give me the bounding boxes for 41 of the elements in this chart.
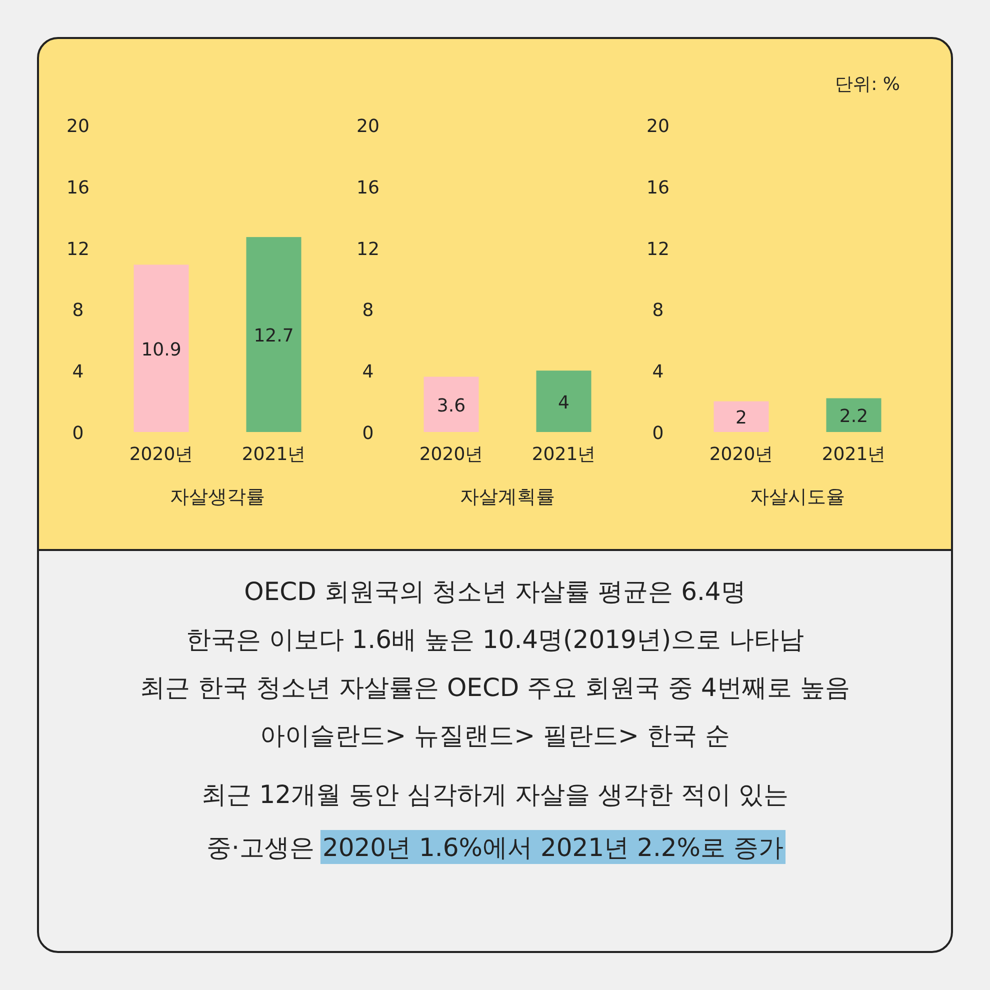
- y-tick-label: 16: [646, 177, 670, 198]
- data-label: 3.6: [436, 395, 466, 416]
- x-tick-label: 2020년: [709, 444, 774, 465]
- y-tick-label: 20: [66, 116, 90, 137]
- y-tick-label: 0: [72, 423, 84, 444]
- y-tick-label: 20: [356, 116, 380, 137]
- x-axis-title: 자살시도율: [750, 486, 845, 508]
- text: 최근 한국 청소년 자살률은 OECD 주요 회원국 중 4번째로 높음: [140, 673, 850, 702]
- y-tick-label: 8: [362, 300, 374, 322]
- data-label: 12.7: [254, 326, 294, 347]
- data-label: 2: [736, 408, 747, 429]
- y-tick-label: 0: [362, 423, 374, 444]
- y-tick-label: 12: [646, 238, 670, 260]
- y-tick-label: 0: [652, 423, 664, 444]
- y-tick-label: 20: [646, 116, 670, 137]
- x-axis-title: 자살생각률: [170, 486, 265, 508]
- y-tick-label: 4: [652, 362, 664, 383]
- text: 아이슬란드> 뉴질랜드> 필란드> 한국 순: [260, 721, 730, 750]
- y-tick-label: 4: [362, 362, 374, 383]
- data-label: 4: [558, 392, 570, 414]
- y-tick-label: 12: [356, 238, 380, 260]
- y-tick-label: 8: [652, 300, 664, 322]
- y-tick-label: 12: [66, 238, 90, 260]
- text: 2020년 1.6%에서 2021년 2.2%로 증가: [322, 833, 784, 862]
- text: 최근 12개월 동안 심각하게 자살을 생각한 적이 있는: [201, 780, 789, 809]
- y-tick-label: 16: [66, 177, 90, 198]
- text: 단위: %: [835, 74, 900, 95]
- x-tick-label: 2020년: [419, 444, 484, 465]
- text: OECD 회원국의 청소년 자살률 평균은 6.4명: [244, 577, 746, 606]
- x-tick-label: 2021년: [242, 444, 306, 465]
- text: 한국은 이보다 1.6배 높은 10.4명(2019년)으로 나타남: [186, 625, 804, 654]
- x-tick-label: 2020년: [129, 444, 194, 465]
- x-tick-label: 2021년: [822, 444, 886, 465]
- y-tick-label: 4: [72, 362, 84, 383]
- text: 중·고생은: [206, 833, 314, 862]
- data-label: 2.2: [839, 406, 868, 428]
- x-axis-title: 자살계획률: [460, 486, 555, 508]
- x-tick-label: 2021년: [532, 444, 596, 465]
- y-tick-label: 16: [356, 177, 380, 198]
- data-label: 10.9: [141, 339, 182, 360]
- y-tick-label: 8: [72, 300, 84, 322]
